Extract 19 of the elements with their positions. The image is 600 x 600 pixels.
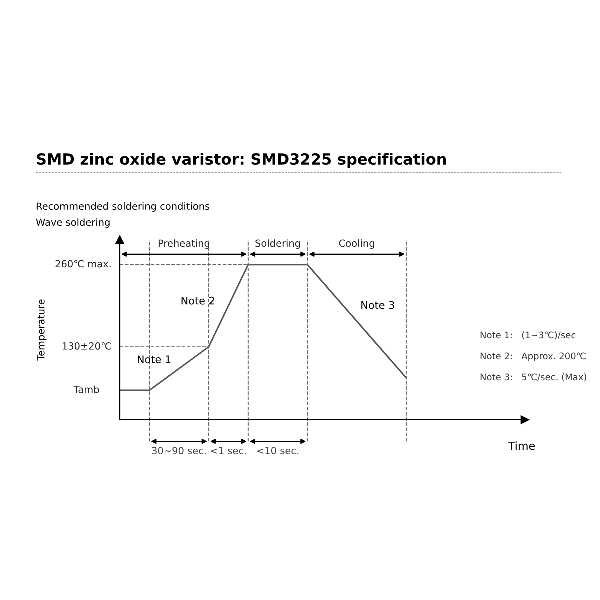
text: Time (508, 442, 535, 450)
text: <1 sec. (211, 447, 246, 455)
ref-line-label: 260℃ max. (56, 260, 111, 268)
text: Soldering (256, 240, 300, 249)
chart-title: SMD zinc oxide varistor: SMD3225 specification (37, 153, 446, 168)
text: Note 2: Approx. 200℃ (480, 352, 586, 362)
chart-subtitle: Recommended soldering conditions Wave soldering (36, 202, 210, 228)
text: Note 1: (1~3℃)/sec (480, 332, 576, 340)
text: Note 3: 5℃/sec. (Max) (480, 374, 586, 382)
annotation: Note 3 (362, 301, 394, 310)
text: Cooling (339, 240, 374, 249)
annotation: Note 1 (138, 356, 171, 364)
text: Preheating (158, 240, 210, 249)
text: 30~90 sec. (152, 447, 206, 455)
annotation: Note 2 (182, 296, 214, 305)
text: Temperature (38, 300, 47, 361)
text: <10 sec. (258, 447, 299, 455)
text: Tamb (74, 386, 100, 394)
ref-line-label: 130±20℃ (62, 342, 112, 350)
